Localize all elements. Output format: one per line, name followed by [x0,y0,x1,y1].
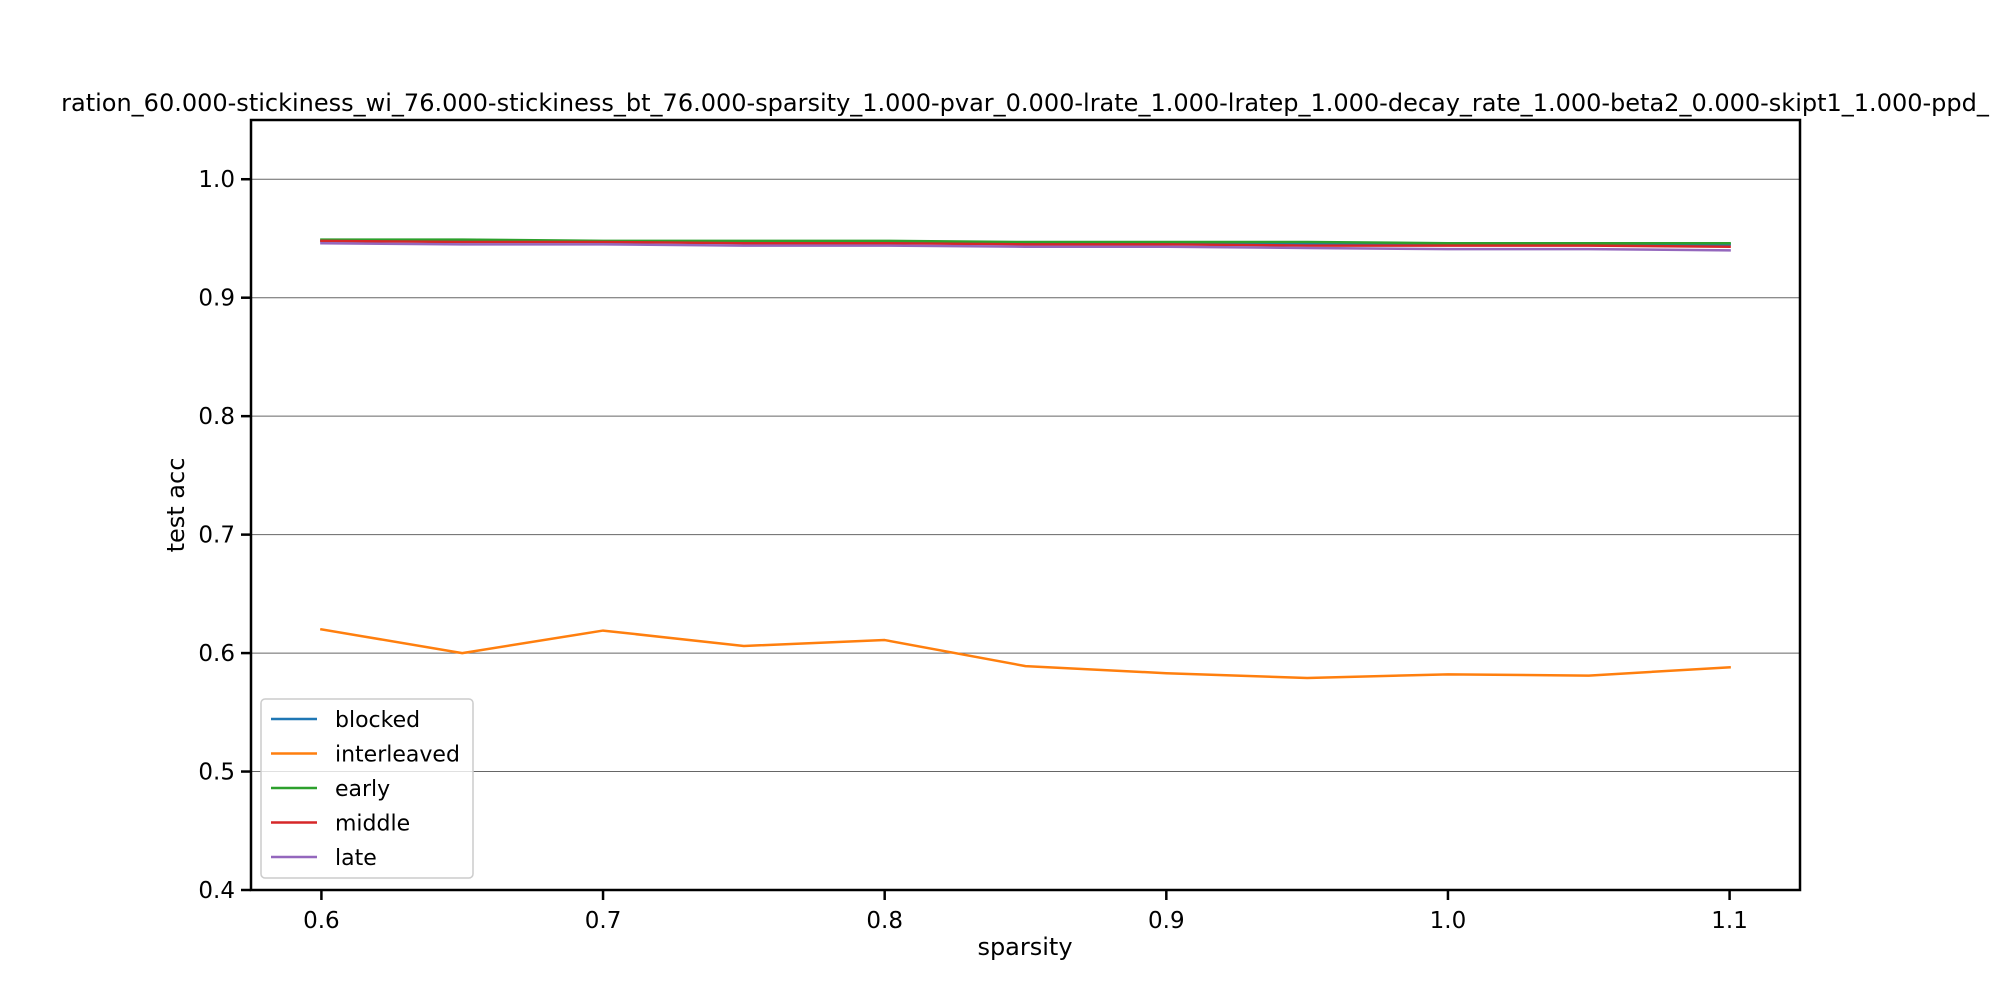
series-line-interleaved [319,627,1731,680]
y-tick-label: 0.4 [198,878,235,904]
series-line-middle [320,239,1731,249]
y-tick-label: 0.7 [198,523,235,549]
series-lines [319,238,1731,680]
y-tick-label: 0.5 [198,760,235,786]
legend-label-interleaved: interleaved [335,743,460,768]
legend-label-late: late [335,846,377,871]
x-tick-label: 0.8 [866,908,903,934]
legend: blocked interleaved early middle late [260,698,474,879]
legend-label-early: early [335,777,390,802]
chart-title: ration_60.000-stickiness_wi_76.000-stick… [61,89,1990,117]
series-line-late [320,241,1731,252]
y-tick-label: 0.8 [198,404,235,430]
y-tick-label: 1.0 [198,167,235,193]
y-tick-label: 0.9 [198,286,235,312]
x-tick-label: 1.0 [1430,908,1467,934]
legend-label-middle: middle [335,812,410,837]
grid-lines [251,178,1800,891]
x-tick-label: 0.7 [585,908,622,934]
plot-frame [249,118,1802,892]
y-tick-label: 0.6 [198,641,235,667]
legend-label-blocked: blocked [335,708,420,733]
series-line-early [320,238,1731,245]
x-tick-label: 0.9 [1148,908,1185,934]
axis-ticks: 0.4 0.5 0.6 0.7 0.8 0.9 1.0 0.6 0.7 0.8 0.9 1.0 1.1 [198,167,1747,934]
x-tick-label: 0.6 [303,908,340,934]
x-axis-label: sparsity [977,933,1072,961]
legend-box [260,698,474,879]
x-tick-label: 1.1 [1711,908,1748,934]
y-axis-label: test acc [162,458,190,553]
